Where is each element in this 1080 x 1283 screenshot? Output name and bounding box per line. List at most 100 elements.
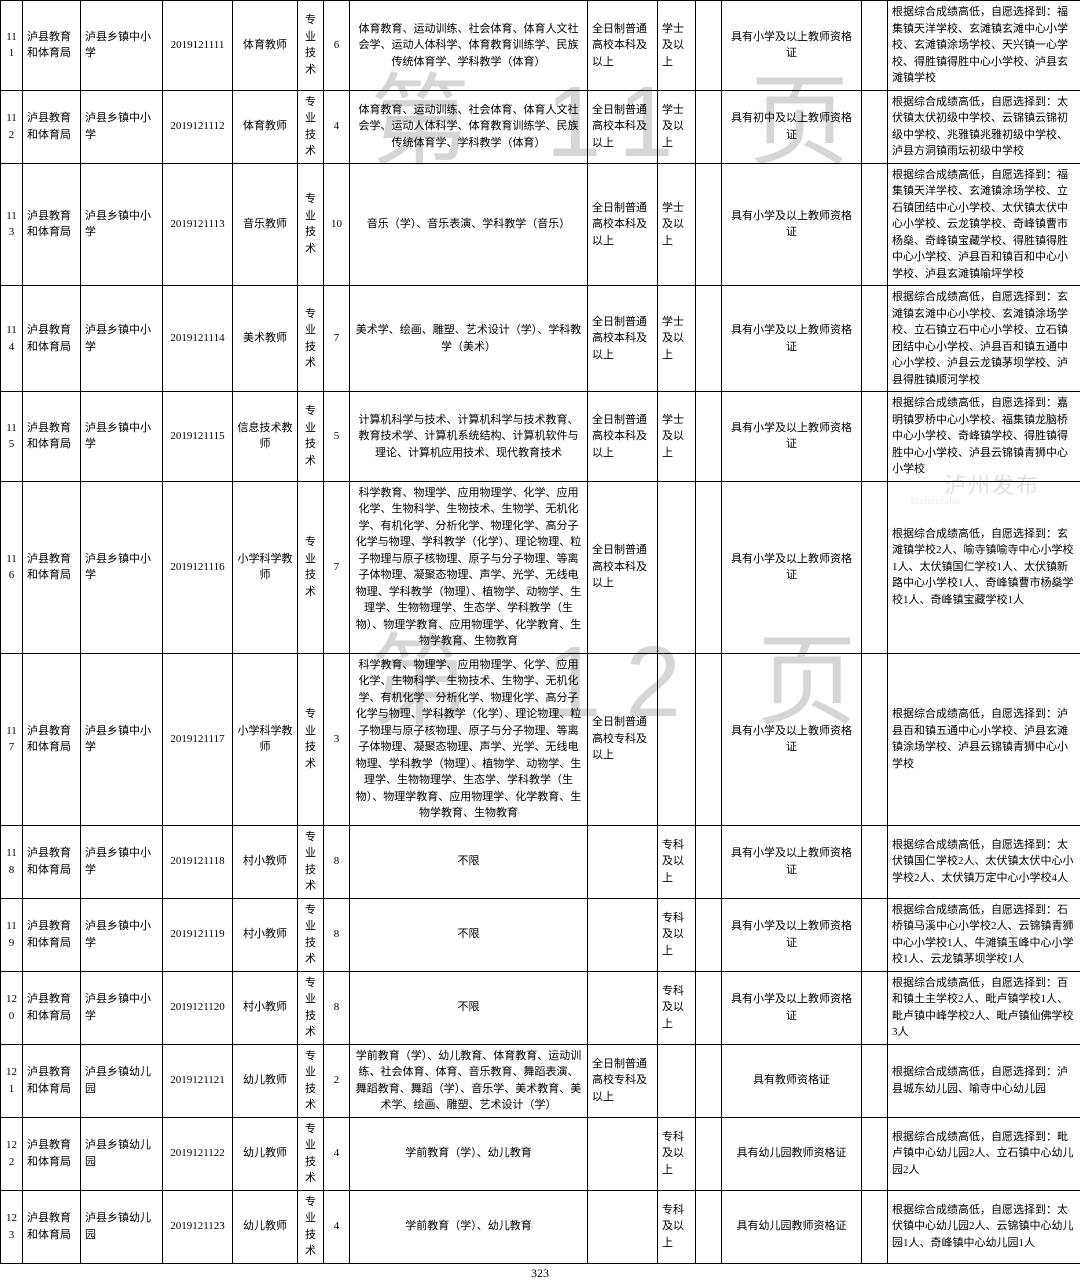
cell-deg: 学士及以上 [658,392,696,482]
cell-req: 具有小学及以上教师资格证 [722,286,862,392]
cell-n: 116 [1,481,23,653]
cell-edu [588,1190,658,1263]
cell-edu: 全日制普通高校本科及以上 [588,481,658,653]
cell-o2 [862,481,888,653]
cell-major: 学前教育（学）、幼儿教育 [350,1117,588,1190]
cell-req: 具有小学及以上教师资格证 [722,392,862,482]
cell-unit: 泸县乡镇幼儿园 [81,1044,163,1117]
cell-o1 [696,1044,722,1117]
cell-code: 2019121116 [163,481,233,653]
cell-cat: 专业技术 [298,1044,324,1117]
cell-code: 2019121122 [163,1117,233,1190]
cell-edu: 全日制普通高校本科及以上 [588,1,658,91]
cell-o2 [862,653,888,825]
cell-post: 幼儿教师 [233,1044,298,1117]
cell-major: 计算机科学与技术、计算机科学与技术教育、教育技术学、计算机系统结构、计算机软件与… [350,392,588,482]
table-wrap: 第 11 页 第 12 页 泸州发布 luzhoufabu 111泸县教育和体育… [0,0,1080,1283]
cell-n: 119 [1,898,23,971]
cell-dept: 泸县教育和体育局 [23,286,81,392]
cell-req: 具有教师资格证 [722,1044,862,1117]
cell-unit: 泸县乡镇中小学 [81,971,163,1044]
cell-dept: 泸县教育和体育局 [23,1044,81,1117]
cell-remark: 根据综合成绩高低，自愿选择到：福集镇天洋学校、玄滩镇玄滩中心小学校、玄滩镇涂场学… [888,1,1080,91]
cell-n: 113 [1,163,23,286]
cell-req: 具有小学及以上教师资格证 [722,163,862,286]
cell-major: 学前教育（学）、幼儿教育 [350,1190,588,1263]
cell-unit: 泸县乡镇中小学 [81,163,163,286]
table-row: 118泸县教育和体育局泸县乡镇中小学2019121118村小教师专业技术8不限专… [1,825,1080,898]
cell-req: 具有初中及以上教师资格证 [722,90,862,163]
table-row: 117泸县教育和体育局泸县乡镇中小学2019121117小学科学教师专业技术3科… [1,653,1080,825]
cell-o2 [862,825,888,898]
cell-major: 音乐（学）、音乐表演、学科教学（音乐） [350,163,588,286]
cell-o1 [696,392,722,482]
cell-unit: 泸县乡镇中小学 [81,825,163,898]
cell-post: 音乐教师 [233,163,298,286]
cell-n: 120 [1,971,23,1044]
cell-deg: 学士及以上 [658,90,696,163]
cell-post: 美术教师 [233,286,298,392]
cell-code: 2019121118 [163,825,233,898]
cell-n: 123 [1,1190,23,1263]
cell-num: 5 [324,392,350,482]
cell-code: 2019121120 [163,971,233,1044]
table-row: 112泸县教育和体育局泸县乡镇中小学2019121112体育教师专业技术4体育教… [1,90,1080,163]
cell-remark: 根据综合成绩高低，自愿选择到：百和镇土主学校2人、毗卢镇学校1人、毗卢镇中峰学校… [888,971,1080,1044]
cell-unit: 泸县乡镇中小学 [81,90,163,163]
cell-num: 3 [324,653,350,825]
cell-major: 学前教育（学）、幼儿教育、体育教育、运动训练、社会体育、体育、音乐教育、舞蹈表演… [350,1044,588,1117]
cell-cat: 专业技术 [298,898,324,971]
cell-num: 7 [324,481,350,653]
cell-o1 [696,1117,722,1190]
cell-edu [588,898,658,971]
cell-edu: 全日制普通高校本科及以上 [588,163,658,286]
cell-o1 [696,1190,722,1263]
cell-o2 [862,1117,888,1190]
cell-major: 体育教育、运动训练、社会体育、体育人文社会学、运动人体科学、体育教育训练学、民族… [350,90,588,163]
cell-num: 6 [324,1,350,91]
cell-num: 4 [324,1117,350,1190]
cell-cat: 专业技术 [298,971,324,1044]
cell-unit: 泸县乡镇幼儿园 [81,1190,163,1263]
cell-o1 [696,90,722,163]
cell-dept: 泸县教育和体育局 [23,90,81,163]
cell-remark: 根据综合成绩高低，自愿选择到：石桥镇马溪中心小学校2人、云锦镇青狮中心小学校1人… [888,898,1080,971]
cell-post: 村小教师 [233,971,298,1044]
cell-cat: 专业技术 [298,90,324,163]
cell-dept: 泸县教育和体育局 [23,481,81,653]
cell-req: 具有小学及以上教师资格证 [722,898,862,971]
cell-unit: 泸县乡镇中小学 [81,1,163,91]
cell-num: 4 [324,90,350,163]
cell-n: 121 [1,1044,23,1117]
cell-major: 不限 [350,971,588,1044]
cell-deg: 学士及以上 [658,286,696,392]
cell-cat: 专业技术 [298,825,324,898]
cell-dept: 泸县教育和体育局 [23,653,81,825]
cell-dept: 泸县教育和体育局 [23,1190,81,1263]
cell-major: 体育教育、运动训练、社会体育、体育人文社会学、运动人体科学、体育教育训练学、民族… [350,1,588,91]
cell-dept: 泸县教育和体育局 [23,163,81,286]
cell-unit: 泸县乡镇幼儿园 [81,1117,163,1190]
cell-deg: 专科及以上 [658,1190,696,1263]
cell-remark: 根据综合成绩高低，自愿选择到：嘉明镇罗桥中心小学校、福集镇龙脑桥中心小学校、奇峰… [888,392,1080,482]
cell-o2 [862,898,888,971]
table-row: 113泸县教育和体育局泸县乡镇中小学2019121113音乐教师专业技术10音乐… [1,163,1080,286]
cell-o2 [862,971,888,1044]
cell-o2 [862,163,888,286]
cell-cat: 专业技术 [298,1,324,91]
cell-major: 不限 [350,825,588,898]
cell-post: 小学科学教师 [233,653,298,825]
cell-code: 2019121111 [163,1,233,91]
recruitment-table: 111泸县教育和体育局泸县乡镇中小学2019121111体育教师专业技术6体育教… [0,0,1080,1264]
cell-o1 [696,286,722,392]
cell-num: 4 [324,1190,350,1263]
cell-deg: 学士及以上 [658,163,696,286]
cell-deg: 专科及以上 [658,971,696,1044]
cell-unit: 泸县乡镇中小学 [81,286,163,392]
cell-req: 具有小学及以上教师资格证 [722,971,862,1044]
table-row: 111泸县教育和体育局泸县乡镇中小学2019121111体育教师专业技术6体育教… [1,1,1080,91]
cell-o2 [862,392,888,482]
cell-post: 体育教师 [233,1,298,91]
cell-remark: 根据综合成绩高低，自愿选择到：泸县百和镇五通中心小学校、泸县玄滩镇涂场学校、泸县… [888,653,1080,825]
cell-post: 幼儿教师 [233,1117,298,1190]
